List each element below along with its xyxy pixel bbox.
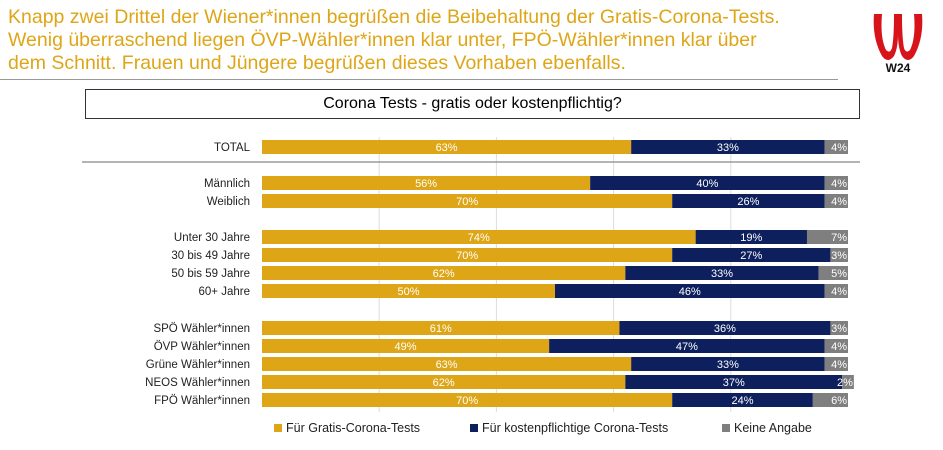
bar-segment	[262, 248, 673, 262]
data-label: 6%	[831, 395, 847, 407]
data-label: 24%	[732, 395, 754, 407]
legend-label: Keine Angabe	[734, 421, 812, 435]
category-label: 30 bis 49 Jahre	[171, 250, 250, 262]
data-label: 4%	[831, 178, 847, 190]
bar-segment	[695, 230, 807, 244]
bar-segment	[824, 194, 848, 208]
bar-segment	[631, 357, 825, 371]
data-label: 7%	[831, 232, 847, 244]
bar-segment	[262, 339, 550, 353]
legend-label: Für Gratis-Corona-Tests	[286, 421, 420, 435]
data-label: 33%	[717, 359, 739, 371]
data-label: 4%	[831, 286, 847, 298]
bar-segment	[619, 321, 831, 335]
data-label: 70%	[456, 196, 478, 208]
bar-segment	[262, 266, 626, 280]
data-label: 56%	[415, 178, 437, 190]
data-label: 36%	[714, 323, 736, 335]
data-label: 40%	[696, 178, 718, 190]
data-label: 33%	[717, 142, 739, 154]
category-label: Grüne Wähler*innen	[146, 359, 250, 371]
category-label: Unter 30 Jahre	[174, 232, 250, 244]
data-label: 47%	[676, 341, 698, 353]
category-label: 50 bis 59 Jahre	[171, 268, 250, 280]
data-label: 63%	[436, 142, 458, 154]
w24-logo: W24	[873, 14, 923, 74]
data-label: 4%	[831, 341, 847, 353]
data-label: 63%	[436, 359, 458, 371]
bar-segment	[262, 176, 591, 190]
logo-text: W24	[886, 61, 911, 74]
bar-segment	[262, 393, 673, 407]
bar-segment	[262, 194, 673, 208]
data-label: 4%	[831, 142, 847, 154]
bar-segment	[824, 176, 848, 190]
category-label: TOTAL	[214, 142, 251, 154]
legend-label: Für kostenpflichtige Corona-Tests	[482, 421, 668, 435]
data-label: 49%	[395, 341, 417, 353]
headline-line: Wenig überraschend liegen ÖVP-Wähler*inn…	[8, 29, 757, 51]
data-label: 46%	[679, 286, 701, 298]
data-label: 26%	[737, 196, 759, 208]
category-label: Männlich	[204, 178, 250, 190]
category-label: NEOS Wähler*innen	[145, 377, 250, 389]
bar-segment	[672, 393, 813, 407]
category-label: 60+ Jahre	[199, 286, 250, 298]
data-label: 5%	[831, 268, 847, 280]
data-label: 50%	[397, 286, 419, 298]
data-label: 27%	[740, 250, 762, 262]
data-label: 2%	[837, 377, 853, 389]
bar-segment	[830, 321, 848, 335]
bar-segment	[625, 266, 819, 280]
headline-line: Knapp zwei Drittel der Wiener*innen begr…	[8, 6, 780, 28]
bar-segment	[672, 248, 831, 262]
bar-segment	[262, 140, 632, 154]
bar-segment	[824, 357, 848, 371]
data-label: 4%	[831, 359, 847, 371]
category-label: ÖVP Wähler*innen	[154, 341, 250, 353]
bar-segment	[806, 230, 848, 244]
bar-segment	[824, 339, 848, 353]
bar-segment	[631, 140, 825, 154]
bar-segment	[824, 284, 848, 298]
headline: Knapp zwei Drittel der Wiener*innen begr…	[8, 6, 838, 75]
bar-segment	[818, 266, 848, 280]
bar-segment	[549, 339, 825, 353]
bar-segment	[555, 284, 825, 298]
bar-segment	[590, 176, 825, 190]
data-label: 3%	[831, 250, 847, 262]
data-label: 61%	[430, 323, 452, 335]
headline-line: dem Schnitt. Frauen und Jüngere begrüßen…	[8, 52, 626, 74]
bar-segment	[812, 393, 848, 407]
bar-segment	[262, 375, 626, 389]
bar-segment	[824, 140, 848, 154]
data-label: 62%	[433, 268, 455, 280]
data-label: 37%	[723, 377, 745, 389]
data-label: 74%	[468, 232, 490, 244]
header-divider	[0, 79, 838, 80]
bar-segment	[262, 357, 632, 371]
data-label: 19%	[740, 232, 762, 244]
bar-segment	[625, 375, 843, 389]
bar-segment	[672, 194, 825, 208]
data-label: 62%	[433, 377, 455, 389]
bar-segment	[262, 321, 620, 335]
legend-swatch	[722, 424, 730, 432]
bar-segment	[262, 284, 555, 298]
bar-segment	[830, 248, 848, 262]
legend-swatch	[274, 424, 282, 432]
data-label: 33%	[711, 268, 733, 280]
chart-title: Corona Tests - gratis oder kostenpflicht…	[85, 89, 860, 119]
data-label: 70%	[456, 395, 478, 407]
bar-segment	[262, 230, 696, 244]
category-label: Weiblich	[207, 196, 250, 208]
category-label: SPÖ Wähler*innen	[153, 323, 250, 335]
legend-swatch	[470, 424, 478, 432]
data-label: 70%	[456, 250, 478, 262]
bar-segment	[842, 375, 854, 389]
category-label: FPÖ Wähler*innen	[154, 395, 250, 407]
data-label: 3%	[831, 323, 847, 335]
data-label: 4%	[831, 196, 847, 208]
